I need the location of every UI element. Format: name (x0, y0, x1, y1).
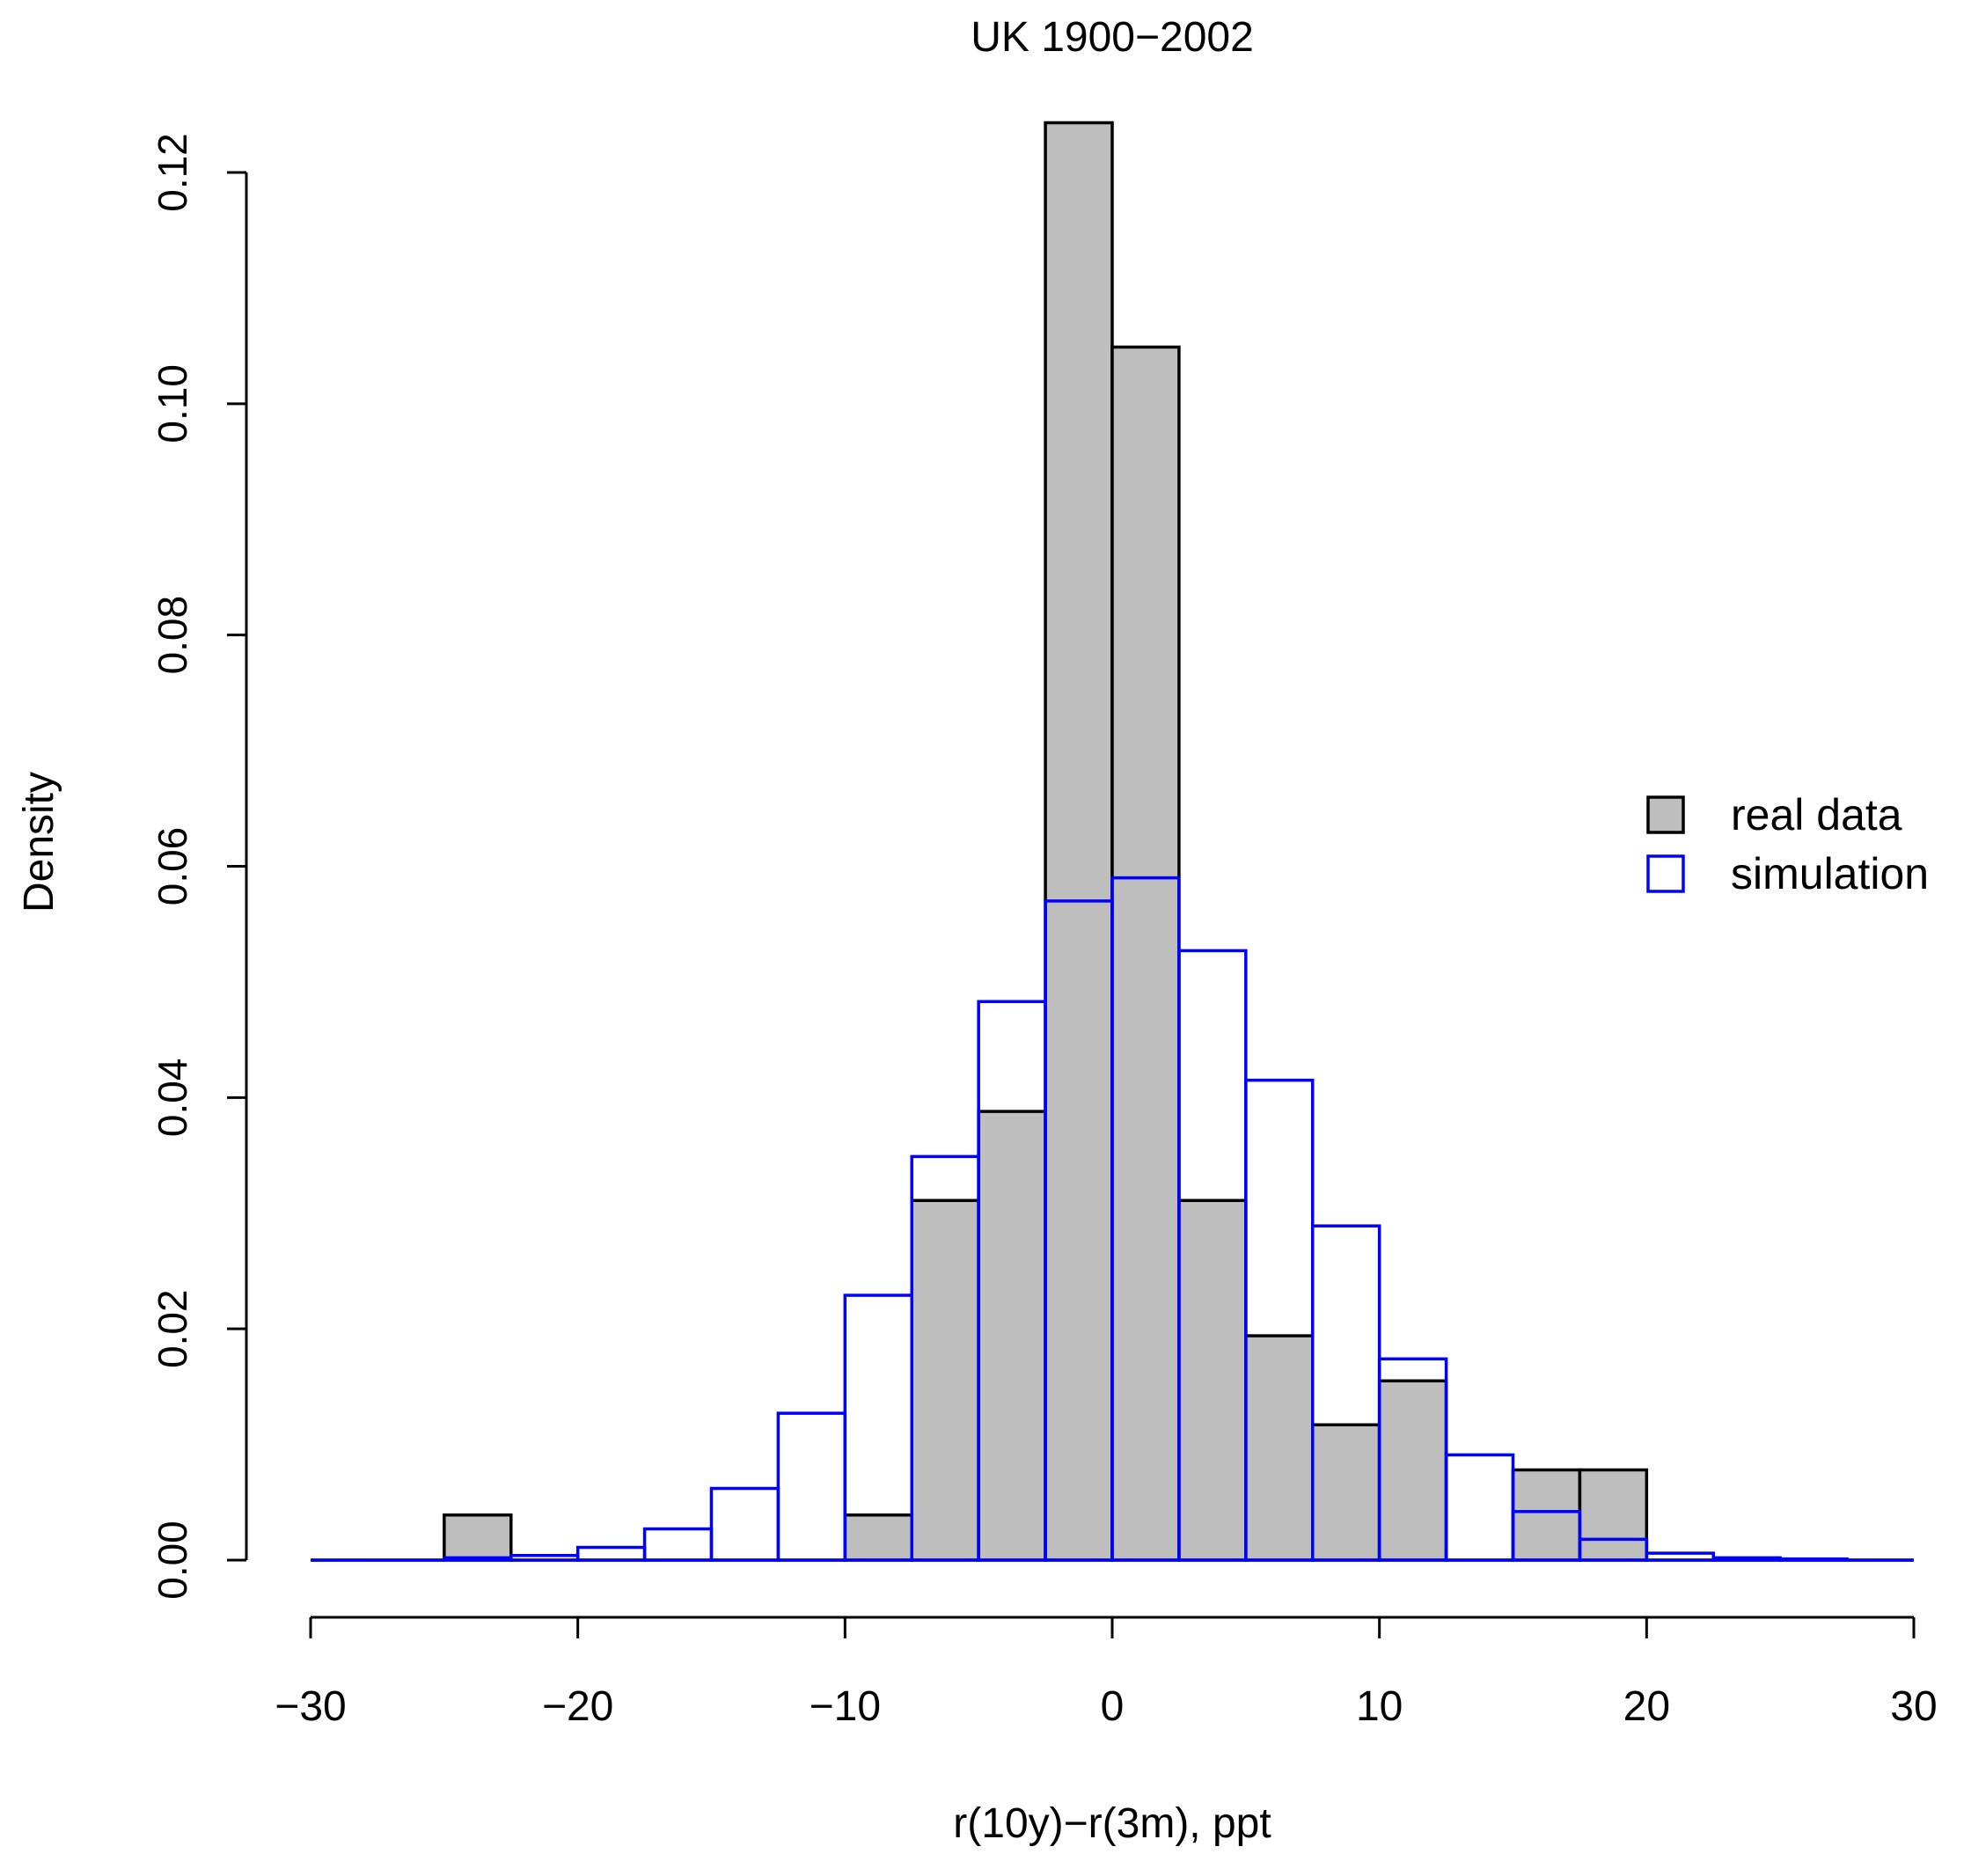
y-tick-label: 0.02 (150, 1289, 195, 1368)
legend: real data simulation (1646, 790, 1929, 898)
y-tick-label: 0.00 (150, 1521, 195, 1600)
legend-label: real data (1731, 790, 1902, 839)
real-data-bar (977, 1110, 1047, 1562)
simulation-bar (709, 1486, 780, 1562)
real-data-bar (1110, 345, 1181, 1562)
simulation-bar (509, 1553, 580, 1562)
x-tick-label: 0 (1101, 1683, 1125, 1730)
chart-title: UK 1900−2002 (971, 14, 1254, 61)
x-tick-label: −10 (810, 1683, 881, 1730)
simulation-bar (776, 1411, 847, 1562)
y-axis: 0.00 0.02 0.04 0.06 0.08 0.10 0.12 (150, 133, 248, 1600)
x-axis-label: r(10y)−r(3m), ppt (953, 1800, 1271, 1847)
simulation-bar (1645, 1551, 1716, 1562)
simulation-bar (1578, 1537, 1649, 1562)
y-tick-label: 0.10 (150, 364, 195, 443)
y-tick-label: 0.06 (150, 827, 195, 906)
real-data-bar (1311, 1423, 1381, 1562)
y-tick-label: 0.08 (150, 596, 195, 675)
real-data-bar (1377, 1379, 1448, 1562)
x-tick-label: 30 (1890, 1683, 1937, 1730)
simulation-bar (1444, 1453, 1515, 1562)
simulation-bar (1711, 1556, 1782, 1562)
real-data-bar (443, 1513, 513, 1562)
y-axis-label: Density (16, 772, 62, 912)
simulation-bar (443, 1556, 513, 1562)
simulation-bar (575, 1545, 647, 1562)
y-tick-label: 0.04 (150, 1059, 195, 1138)
x-tick-label: −20 (542, 1683, 613, 1730)
x-tick-label: 10 (1356, 1683, 1403, 1730)
real-data-bar (1578, 1468, 1649, 1562)
real-data-bar (910, 1198, 980, 1562)
y-tick-label: 0.12 (150, 133, 195, 212)
real-data-bar (1244, 1334, 1315, 1562)
real-data-bar (1177, 1198, 1248, 1562)
legend-swatch (1646, 854, 1685, 893)
x-tick-label: 20 (1623, 1683, 1670, 1730)
simulation-bar (1511, 1510, 1582, 1562)
simulation-bar (642, 1527, 714, 1562)
real-data-series (311, 121, 1914, 1562)
simulation-bar (1778, 1557, 1849, 1562)
real-data-bar (1044, 121, 1114, 1562)
simulation-series (311, 876, 1914, 1562)
x-tick-label: −30 (275, 1683, 346, 1730)
x-axis: −30 −20 −10 0 10 20 30 (275, 1616, 1938, 1730)
real-data-bar (843, 1513, 913, 1562)
legend-label: simulation (1731, 849, 1929, 898)
real-data-bar (1511, 1468, 1582, 1562)
legend-swatch (1646, 795, 1685, 834)
